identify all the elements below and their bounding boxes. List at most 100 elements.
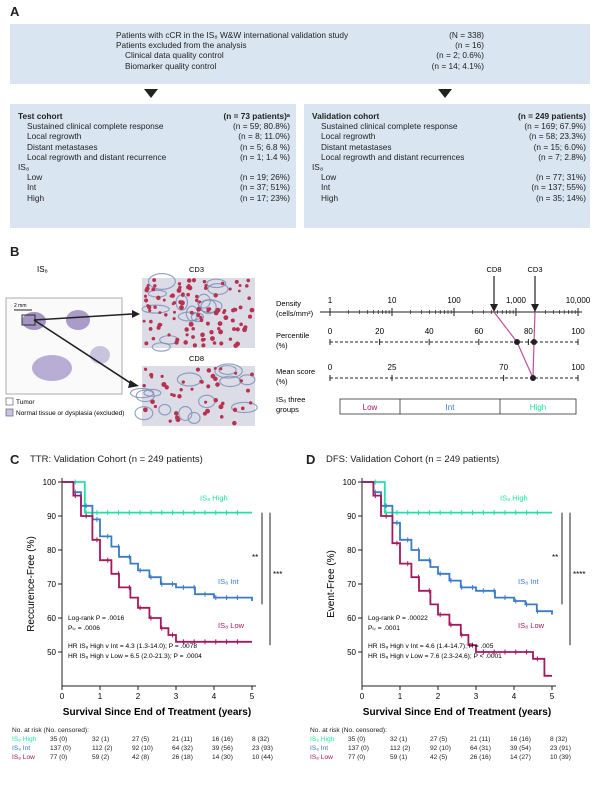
stained-cell [161, 381, 167, 387]
legend-normal: Normal tissue or dysplasia (excluded) [16, 410, 124, 417]
percentile-tick-label: 60 [474, 327, 483, 336]
marker-cd3-label: CD3 [527, 265, 542, 274]
cohort-title: Test cohort [18, 111, 63, 121]
y-tick-label: 80 [347, 546, 356, 555]
y-tick-label: 50 [347, 648, 356, 657]
flow-row-value: (n = 37; 51%) [239, 182, 290, 193]
risk-cell: 21 (11) [172, 736, 193, 743]
risk-cell: 137 (0) [348, 745, 369, 752]
cd3-label: CD3 [189, 265, 204, 274]
flow-row: Sustained clinical complete response (n =… [18, 121, 290, 131]
stained-cell [232, 420, 237, 426]
slide-thumbnail [5, 297, 123, 395]
flow-row: Local regrowth (n = 58; 23.3%) [312, 131, 586, 141]
stained-cell [153, 404, 158, 409]
risk-cell: 35 (0) [50, 736, 68, 743]
x-tick-label: 3 [474, 692, 479, 701]
group-low: Low [363, 403, 378, 412]
stained-cell [234, 279, 239, 284]
stained-cell [172, 317, 176, 321]
mean-score-point [530, 375, 536, 381]
risk-cell: 16 (16) [510, 736, 531, 743]
risk-cell: 27 (5) [430, 736, 448, 743]
risk-row-name: IS₈ Low [12, 754, 35, 761]
km-series-line [362, 481, 553, 615]
panel-b-letter: B [10, 244, 20, 259]
risk-cell: 14 (30) [212, 754, 233, 761]
flow-row-value: (n = 8; 11.0%) [238, 131, 290, 142]
stained-cell [191, 335, 195, 339]
stained-cell [196, 306, 202, 312]
risk-cell: 10 (44) [252, 754, 273, 761]
mean-tick-label: 70 [499, 363, 508, 372]
stained-cell [152, 278, 157, 282]
flow-row-label: High [321, 192, 339, 203]
risk-cell: 26 (16) [470, 754, 491, 761]
study-flow-row: Clinical data quality control (n = 2; 0.6… [116, 50, 484, 60]
stained-cell [143, 407, 148, 413]
stained-cell [217, 326, 221, 331]
stained-cell [199, 318, 204, 323]
risk-cell: 42 (8) [132, 754, 150, 761]
flow-row-value: (n = 35; 14%) [535, 192, 586, 203]
flow-row: High (n = 17; 23%) [18, 193, 290, 203]
stained-cell [219, 415, 224, 419]
risk-row: IS₈ Low 77 (0) 59 (2) 42 (8) 26 (18) 14 (30) 1… [12, 753, 298, 762]
group-high: High [530, 403, 546, 412]
stained-cell [164, 385, 169, 390]
stained-cell [238, 305, 243, 310]
stained-cell [228, 287, 232, 291]
flow-row-value: (n = 15; 6.0%) [533, 141, 586, 152]
stained-cell [250, 372, 254, 377]
flow-row: Int (n = 137; 55%) [312, 182, 586, 192]
km-series-line [62, 481, 252, 643]
x-tick-label: 0 [60, 692, 65, 701]
flow-row-value: (n = 169; 67.9%) [524, 121, 586, 132]
stained-cell [239, 322, 243, 327]
cohort-title-value: (n = 73 patients)ᵃ [223, 111, 290, 121]
stained-cell [194, 298, 199, 303]
y-tick-label: 90 [347, 512, 356, 521]
flow-row-label: IS₈ [18, 162, 30, 173]
flow-row-value: (n = 58; 23.3%) [529, 131, 586, 142]
flow-row-value: (n = 7; 2.8%) [538, 151, 586, 162]
risk-header: No. at risk (No. censored): [12, 727, 89, 734]
mean-tick-label: 0 [328, 363, 333, 372]
stained-cell [157, 322, 162, 328]
stained-cell [200, 332, 205, 338]
scale-label: 2 mm [14, 303, 27, 309]
stained-cell [153, 284, 157, 288]
stained-cell [185, 333, 189, 337]
flow-row-label: Int [27, 182, 37, 193]
risk-cell: 39 (54) [510, 745, 531, 752]
stats-line: HR IS₈ High v Low = 6.5 (2.0-21.3); P = … [68, 653, 202, 660]
y-tick-label: 70 [47, 580, 56, 589]
stained-cell [146, 304, 150, 308]
validation-cohort-box: Validation cohort (n = 249 patients) Susta… [304, 104, 590, 228]
stained-cell [176, 288, 182, 293]
density-label-1: Density [276, 299, 301, 308]
groups-label-2: groups [276, 405, 299, 414]
gland-outline [187, 411, 201, 425]
flow-row-label: Local regrowth [321, 131, 376, 142]
stained-cell [202, 411, 207, 416]
risk-row-name: IS₈ High [12, 736, 37, 743]
density-tick-label: 10 [388, 296, 397, 305]
cohort-title-row: Test cohort (n = 73 patients)ᵃ [18, 111, 290, 121]
flow-row: Low (n = 19; 26%) [18, 172, 290, 182]
stained-cell [177, 394, 182, 399]
flow-row-value: (n = 17; 23%) [239, 192, 290, 203]
risk-row: IS₈ Int 137 (0) 112 (2) 92 (10) 64 (31) 39 (5… [310, 744, 596, 753]
stained-cell [246, 278, 251, 283]
gland-outline [143, 388, 162, 397]
stained-cell [223, 315, 229, 321]
stained-cell [179, 305, 184, 310]
stained-cell [199, 315, 203, 320]
sig-label-2: **** [573, 570, 585, 579]
x-tick-label: 0 [360, 692, 365, 701]
stained-cell [209, 329, 214, 335]
risk-cell: 39 (56) [212, 745, 233, 752]
stained-cell [149, 319, 153, 324]
stats-line: Pₜᵣ = .0006 [68, 625, 100, 632]
flow-row-value: (n = 5; 6.8 %) [239, 141, 290, 152]
